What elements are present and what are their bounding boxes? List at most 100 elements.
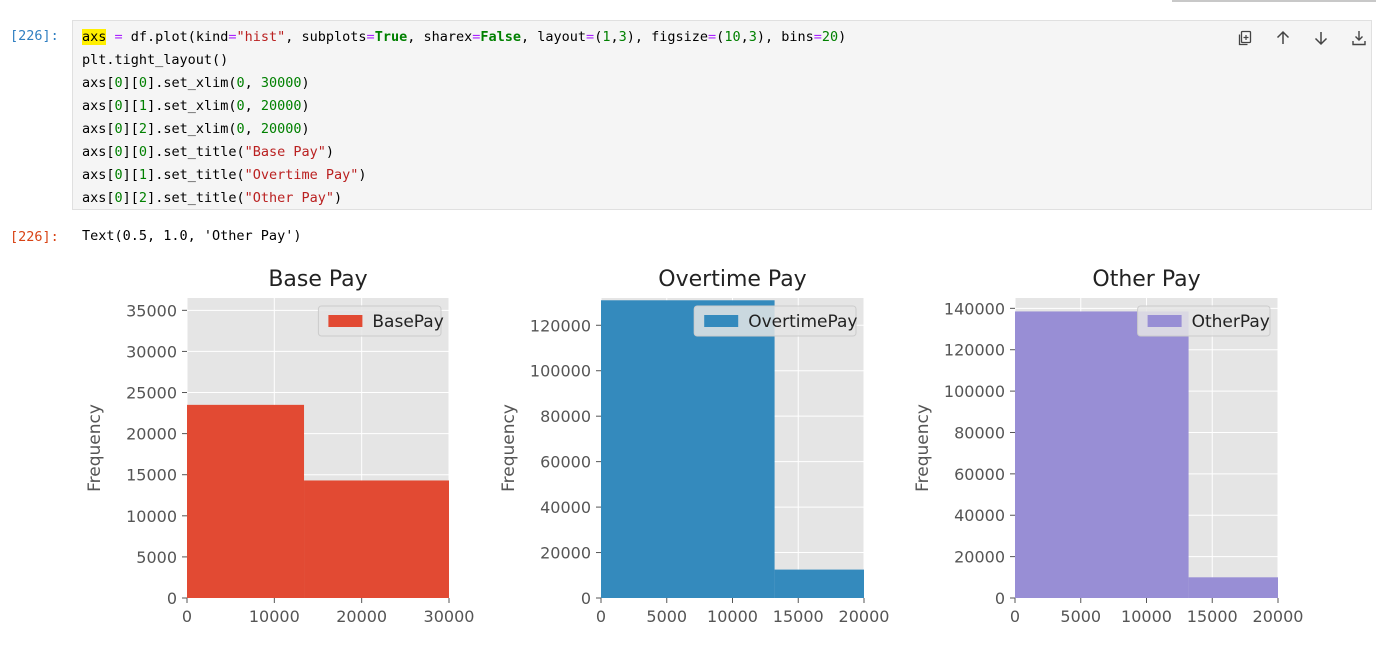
code-token: axs <box>82 29 107 45</box>
legend-box <box>693 305 857 337</box>
code-token: ][ <box>122 144 139 160</box>
code-token: ), figsize <box>626 29 709 45</box>
code-token: axs[ <box>82 75 115 91</box>
code-line: axs[0][0].set_xlim(0, 30000) <box>82 72 846 95</box>
y-tick-label: 0 <box>581 589 591 608</box>
code-token: 0 <box>114 98 123 114</box>
code-token: 0 <box>114 167 123 183</box>
code-token: 3 <box>618 29 627 45</box>
code-token: 10 <box>724 29 741 45</box>
code-token: "Overtime Pay" <box>244 167 359 183</box>
histogram-bar <box>774 569 864 598</box>
y-tick-label: 80000 <box>540 407 591 426</box>
code-token: ) <box>325 144 335 160</box>
histogram-bar <box>601 300 775 598</box>
legend-swatch <box>1147 315 1182 327</box>
code-token: ].set_title( <box>147 144 245 160</box>
code-token: "Other Pay" <box>244 190 335 206</box>
code-token: axs[ <box>82 98 115 114</box>
y-tick-label: 100000 <box>944 382 1005 401</box>
code-token: axs[ <box>82 190 115 206</box>
code-line: axs[0][1].set_title("Overtime Pay") <box>82 164 846 187</box>
code-token: 0 <box>236 75 245 91</box>
code-token: 0 <box>138 75 148 91</box>
histogram-bar <box>187 404 305 598</box>
x-tick-label: 5000 <box>646 607 687 626</box>
output-text: Text(0.5, 1.0, 'Other Pay') <box>82 228 302 244</box>
legend-label: OvertimePay <box>748 312 857 332</box>
code-token: ) <box>334 190 343 206</box>
x-tick-label: 0 <box>1010 607 1020 626</box>
code-line: axs = df.plot(kind="hist", subplots=True… <box>82 26 846 49</box>
code-token: , layout <box>521 29 587 45</box>
code-token: ( <box>594 29 603 45</box>
move-down-button[interactable] <box>1308 26 1334 50</box>
code-token: ].set_title( <box>147 167 245 183</box>
code-token: 20000 <box>260 121 302 137</box>
code-token: , <box>610 29 619 45</box>
histogram-bar <box>1188 577 1278 598</box>
y-tick-label: 35000 <box>126 301 177 320</box>
y-tick-label: 0 <box>167 589 177 608</box>
y-tick-label: 140000 <box>944 299 1005 318</box>
code-token: df.plot(kind <box>122 29 229 45</box>
code-token: ][ <box>122 75 139 91</box>
y-tick-label: 120000 <box>530 316 591 335</box>
code-line: axs[0][2].set_xlim(0, 20000) <box>82 118 846 141</box>
legend-label: OtherPay <box>1192 312 1270 332</box>
legend-label: BasePay <box>372 312 443 332</box>
input-prompt: [226]: <box>10 28 59 44</box>
code-token: 0 <box>138 144 148 160</box>
code-token: 0 <box>236 121 245 137</box>
code-token: ), bins <box>756 29 814 45</box>
y-axis-label: Frequency <box>913 404 933 492</box>
y-tick-label: 30000 <box>126 342 177 361</box>
x-tick-label: 0 <box>182 607 192 626</box>
copy-icon <box>1238 30 1252 46</box>
arrow-down-icon <box>1314 32 1328 46</box>
code-token: ][ <box>122 167 139 183</box>
code-token: 0 <box>114 144 123 160</box>
code-token: ].set_title( <box>147 190 245 206</box>
code-cell[interactable] <box>72 20 1372 210</box>
x-tick-label: 20000 <box>839 607 890 626</box>
code-editor[interactable]: axs = df.plot(kind="hist", subplots=True… <box>82 26 846 210</box>
legend-swatch <box>328 315 363 327</box>
y-tick-label: 20000 <box>954 548 1005 567</box>
code-token: 0 <box>114 121 123 137</box>
copy-button[interactable] <box>1232 26 1258 50</box>
legend-swatch <box>704 315 739 327</box>
chart-title: Base Pay <box>268 267 367 292</box>
subplot-1: 0 10000 20000 30000 0 5000 10000 15000 20000 2500… <box>85 267 474 626</box>
y-tick-label: 20000 <box>540 544 591 563</box>
top-divider <box>1172 0 1376 2</box>
y-tick-label: 60000 <box>540 453 591 472</box>
move-up-button[interactable] <box>1270 26 1296 50</box>
insert-below-button[interactable] <box>1346 26 1372 50</box>
code-line: axs[0][1].set_xlim(0, 20000) <box>82 95 846 118</box>
histogram-bar <box>304 480 449 598</box>
y-tick-label: 40000 <box>540 498 591 517</box>
code-token: ][ <box>122 190 139 206</box>
code-token: ][ <box>122 121 139 137</box>
code-token: , <box>740 29 749 45</box>
code-token: 1 <box>138 167 148 183</box>
code-token: 20000 <box>260 98 302 114</box>
y-tick-label: 40000 <box>954 506 1005 525</box>
code-token: ) <box>301 75 310 91</box>
x-tick-label: 5000 <box>1060 607 1101 626</box>
code-token: axs[ <box>82 167 115 183</box>
code-line: axs[0][2].set_title("Other Pay") <box>82 187 846 210</box>
code-token: = <box>228 29 237 45</box>
x-tick-label: 15000 <box>1187 607 1238 626</box>
y-tick-label: 120000 <box>944 341 1005 360</box>
arrow-up-icon <box>1276 30 1290 44</box>
y-axis-label: Frequency <box>499 404 519 492</box>
code-token: 20 <box>821 29 839 45</box>
code-token: axs[ <box>82 144 115 160</box>
subplot-2: 0 5000 10000 15000 20000 0 20000 40000 60000 8000… <box>499 267 889 626</box>
code-token: False <box>480 29 522 45</box>
code-token: 1 <box>602 29 611 45</box>
code-token: "Base Pay" <box>244 144 326 160</box>
histogram-figure: 0 10000 20000 30000 0 5000 10000 15000 20000 2500… <box>85 267 1303 626</box>
